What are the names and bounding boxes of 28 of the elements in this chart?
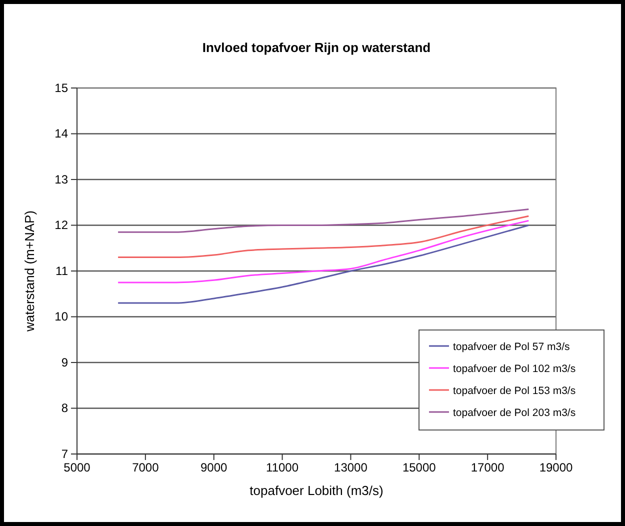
line-series <box>117 220 530 284</box>
line-series <box>117 208 530 233</box>
chart-title: Invloed topafvoer Rijn op waterstand <box>202 40 431 55</box>
y-tick-label: 8 <box>61 401 68 416</box>
x-tick-label: 13000 <box>334 460 368 475</box>
x-tick-label: 7000 <box>132 460 160 475</box>
legend-label: topafvoer de Pol 203 m3/s <box>453 407 576 419</box>
x-tick-label: 15000 <box>402 460 436 475</box>
x-axis-title: topafvoer Lobith (m3/s) <box>250 483 384 498</box>
y-tick-label: 7 <box>61 446 68 461</box>
y-tick-label: 15 <box>54 80 68 95</box>
y-tick-label: 14 <box>54 126 68 141</box>
legend-label: topafvoer de Pol 102 m3/s <box>453 363 576 375</box>
x-tick-label: 11000 <box>266 460 299 475</box>
legend-label: topafvoer de Pol 57 m3/s <box>453 341 570 353</box>
x-tick-label: 17000 <box>470 460 505 475</box>
legend-label: topafvoer de Pol 153 m3/s <box>453 385 576 397</box>
x-tick-label: 5000 <box>64 460 91 475</box>
y-tick-label: 11 <box>56 264 68 278</box>
y-tick-label: 9 <box>61 355 68 370</box>
y-tick-label: 10 <box>54 310 68 324</box>
y-tick-label: 12 <box>54 218 68 232</box>
line-series <box>117 215 530 258</box>
y-tick-label: 13 <box>54 172 68 186</box>
x-tick-label: 19000 <box>539 460 574 475</box>
x-tick-label: 9000 <box>200 460 228 475</box>
line-series <box>117 224 530 304</box>
y-axis-title: waterstand (m+NAP) <box>22 210 37 333</box>
